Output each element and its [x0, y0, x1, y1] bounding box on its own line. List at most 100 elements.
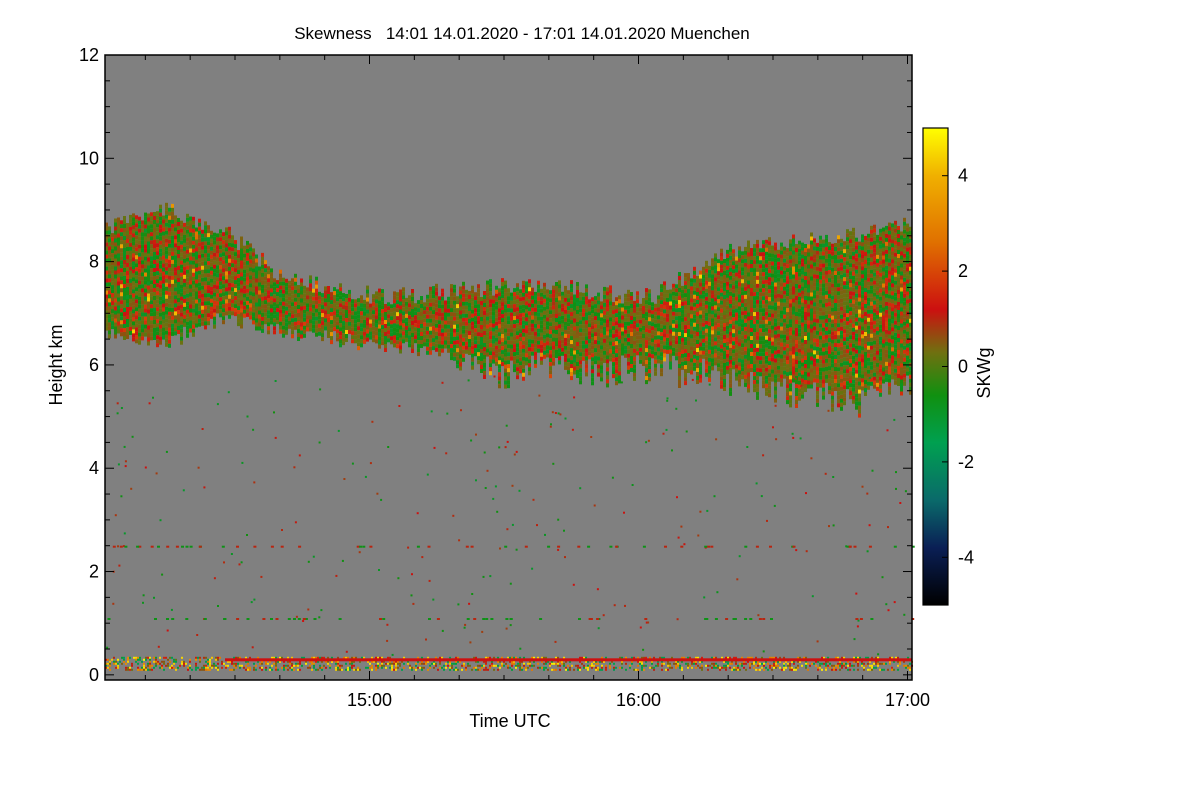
cloud-cell — [126, 279, 129, 283]
cloud-cell — [672, 300, 675, 304]
cloud-cell — [708, 342, 711, 346]
cloud-cell — [342, 305, 345, 309]
cloud-cell — [273, 278, 276, 282]
cloud-cell — [195, 316, 198, 320]
cloud-cell — [195, 244, 198, 248]
cloud-cell — [720, 369, 723, 373]
cloud-cell — [309, 295, 312, 299]
cloud-cell — [294, 302, 297, 306]
cloud-cell — [645, 344, 648, 348]
cloud-cell — [369, 312, 372, 316]
cloud-cell — [780, 375, 783, 379]
cloud-cell — [171, 324, 174, 328]
cloud-cell — [150, 336, 153, 340]
cloud-cell — [492, 300, 495, 304]
cloud-cell — [450, 328, 453, 332]
cloud-cell — [138, 309, 141, 313]
cloud-cell — [525, 309, 528, 313]
cloud-cell — [732, 365, 735, 369]
cloud-cell — [393, 335, 396, 339]
cloud-cell — [516, 287, 519, 291]
cloud-cell — [768, 389, 771, 393]
cloud-cell — [318, 300, 321, 304]
cloud-cell — [489, 335, 492, 339]
cloud-cell — [267, 310, 270, 314]
cloud-cell — [702, 283, 705, 287]
cloud-cell — [237, 278, 240, 282]
cloud-cell — [141, 260, 144, 264]
cloud-cell — [501, 354, 504, 358]
cloud-cell — [120, 324, 123, 328]
cloud-cell — [345, 318, 348, 322]
cloud-cell — [522, 325, 525, 329]
cloud-cell — [600, 353, 603, 357]
cloud-cell — [717, 275, 720, 279]
cloud-cell — [768, 257, 771, 261]
cloud-cell — [252, 252, 255, 256]
cloud-cell — [792, 295, 795, 299]
cloud-cell — [780, 347, 783, 351]
cloud-cell — [753, 324, 756, 328]
cloud-cell — [558, 328, 561, 332]
cloud-cell — [396, 316, 399, 320]
cloud-cell — [279, 306, 282, 310]
cloud-cell — [111, 293, 114, 297]
cloud-cell — [471, 294, 474, 298]
cloud-cell — [228, 267, 231, 271]
cloud-cell — [738, 310, 741, 314]
cloud-cell — [156, 223, 159, 227]
cloud-cell — [525, 321, 528, 325]
cloud-cell — [393, 291, 396, 295]
cloud-cell — [108, 294, 111, 298]
cloud-cell — [189, 277, 192, 281]
cloud-cell — [504, 285, 507, 289]
cloud-cell — [792, 271, 795, 275]
cloud-cell — [786, 356, 789, 360]
cloud-cell — [255, 291, 258, 295]
cloud-cell — [294, 298, 297, 302]
cloud-cell — [219, 313, 222, 317]
cloud-cell — [768, 321, 771, 325]
cloud-cell — [711, 266, 714, 270]
cloud-cell — [168, 224, 171, 228]
cloud-cell — [645, 364, 648, 368]
cloud-cell — [456, 328, 459, 332]
cloud-cell — [765, 256, 768, 260]
cloud-cell — [210, 307, 213, 311]
cloud-cell — [477, 356, 480, 360]
cloud-cell — [618, 295, 621, 299]
cloud-cell — [756, 352, 759, 356]
cloud-cell — [585, 340, 588, 344]
cloud-cell — [762, 320, 765, 324]
cloud-cell — [303, 310, 306, 314]
cloud-cell — [705, 325, 708, 329]
cloud-cell — [447, 325, 450, 329]
cloud-cell — [756, 244, 759, 248]
cloud-cell — [483, 371, 486, 375]
cloud-cell — [300, 311, 303, 315]
cloud-cell — [651, 314, 654, 318]
cloud-cell — [720, 357, 723, 361]
cloud-cell — [108, 326, 111, 330]
cloud-cell — [582, 309, 585, 313]
cloud-cell — [744, 283, 747, 287]
cloud-cell — [264, 280, 267, 284]
cloud-cell — [225, 255, 228, 259]
cloud-cell — [132, 229, 135, 233]
cloud-cell — [207, 293, 210, 297]
cloud-cell — [681, 346, 684, 350]
cloud-cell — [249, 255, 252, 259]
cloud-cell — [201, 278, 204, 282]
cloud-cell — [432, 294, 435, 298]
cloud-cell — [378, 297, 381, 301]
cloud-cell — [738, 326, 741, 330]
cloud-cell — [339, 331, 342, 335]
cloud-cell — [210, 275, 213, 279]
cloud-cell — [198, 271, 201, 275]
cloud-cell — [549, 346, 552, 350]
cloud-cell — [111, 301, 114, 305]
cloud-cell — [138, 313, 141, 317]
cloud-cell — [108, 226, 111, 230]
cloud-cell — [477, 300, 480, 304]
cloud-cell — [477, 284, 480, 288]
